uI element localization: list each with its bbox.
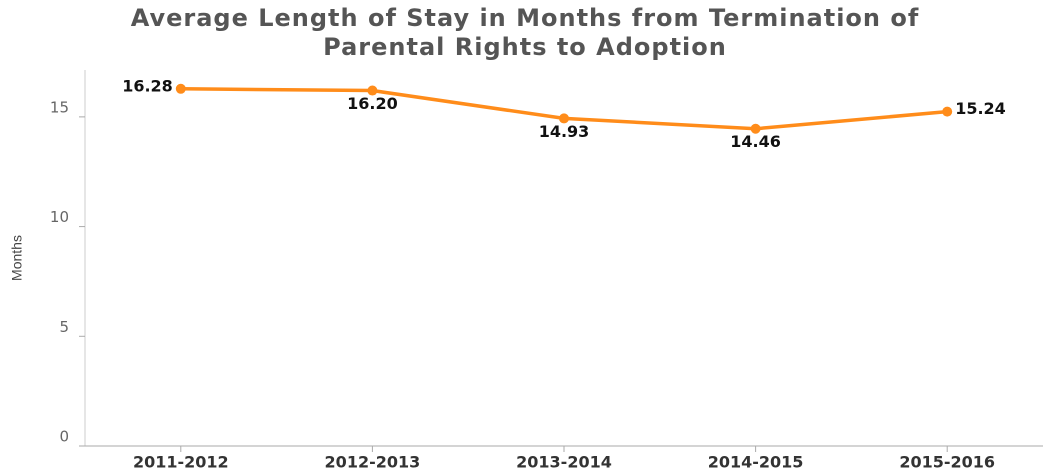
y-tick-label: 5 (59, 318, 69, 336)
x-tick-label: 2013-2014 (516, 453, 612, 472)
y-tick-label: 15 (50, 98, 69, 116)
data-label: 15.24 (955, 99, 1006, 118)
y-axis-label: Months (9, 235, 25, 281)
data-label: 14.46 (730, 132, 781, 151)
chart-title: Parental Rights to Adoption (323, 33, 727, 61)
y-tick-label: 0 (59, 428, 69, 446)
x-tick-label: 2011-2012 (133, 453, 229, 472)
data-label: 14.93 (539, 122, 590, 141)
point (750, 123, 761, 134)
point (367, 85, 378, 96)
point (559, 113, 569, 124)
chart-title: Average Length of Stay in Months from Te… (131, 4, 920, 32)
point (175, 83, 186, 94)
x-tick-label: 2014-2015 (708, 453, 804, 472)
x-tick-label: 2015-2016 (899, 453, 995, 472)
y-tick-label: 10 (50, 208, 69, 226)
data-label: 16.28 (122, 76, 173, 95)
point (942, 106, 953, 117)
x-tick-label: 2012-2013 (325, 453, 421, 472)
data-label: 16.20 (347, 94, 398, 113)
